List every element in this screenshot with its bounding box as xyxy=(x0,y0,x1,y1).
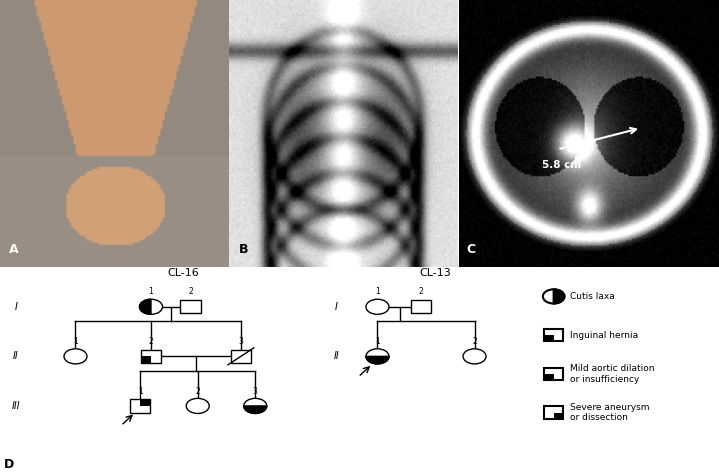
Bar xyxy=(544,335,554,341)
Text: D: D xyxy=(4,458,14,471)
Circle shape xyxy=(139,299,162,314)
Text: II: II xyxy=(334,351,339,362)
Text: Inguinal hernia: Inguinal hernia xyxy=(570,330,638,340)
Text: CL-13: CL-13 xyxy=(419,268,451,278)
Text: C: C xyxy=(467,243,476,256)
Text: 2: 2 xyxy=(149,337,153,346)
Bar xyxy=(231,350,251,363)
Text: 2: 2 xyxy=(418,287,423,296)
Text: 1: 1 xyxy=(149,287,153,296)
Text: Mild aortic dilation
or insufficiency: Mild aortic dilation or insufficiency xyxy=(570,364,655,384)
Text: A: A xyxy=(9,243,19,256)
Text: B: B xyxy=(239,243,248,256)
Text: 5.8 cm: 5.8 cm xyxy=(542,160,581,170)
Text: 3: 3 xyxy=(239,337,243,346)
Wedge shape xyxy=(554,289,564,303)
Text: 1: 1 xyxy=(138,387,142,396)
Bar xyxy=(141,350,161,363)
Text: 1: 1 xyxy=(375,287,380,296)
Bar xyxy=(544,374,554,380)
Bar xyxy=(140,399,150,406)
Text: Cutis laxa: Cutis laxa xyxy=(570,292,615,301)
Circle shape xyxy=(463,349,486,364)
Wedge shape xyxy=(366,356,389,364)
Text: CL-16: CL-16 xyxy=(168,268,199,278)
Text: 2: 2 xyxy=(196,387,200,396)
Text: 2: 2 xyxy=(472,337,477,346)
Bar xyxy=(544,368,563,380)
Circle shape xyxy=(543,289,564,303)
Circle shape xyxy=(366,349,389,364)
Circle shape xyxy=(64,349,87,364)
Bar xyxy=(130,399,150,413)
Wedge shape xyxy=(139,299,151,314)
Bar xyxy=(411,300,431,313)
Text: I: I xyxy=(14,302,17,312)
Bar xyxy=(554,413,563,419)
Bar xyxy=(544,329,563,341)
Bar xyxy=(141,356,151,363)
Text: 3: 3 xyxy=(253,387,257,396)
Bar xyxy=(180,300,201,313)
Text: Severe aneurysm
or dissection: Severe aneurysm or dissection xyxy=(570,403,650,422)
Wedge shape xyxy=(244,406,267,413)
Circle shape xyxy=(244,398,267,413)
Circle shape xyxy=(366,299,389,314)
Text: 1: 1 xyxy=(73,337,78,346)
Text: II: II xyxy=(13,351,19,362)
Circle shape xyxy=(186,398,209,413)
Bar xyxy=(544,406,563,419)
Text: III: III xyxy=(12,401,20,411)
Text: I: I xyxy=(335,302,338,312)
Text: 1: 1 xyxy=(375,337,380,346)
Text: 2: 2 xyxy=(188,287,193,296)
